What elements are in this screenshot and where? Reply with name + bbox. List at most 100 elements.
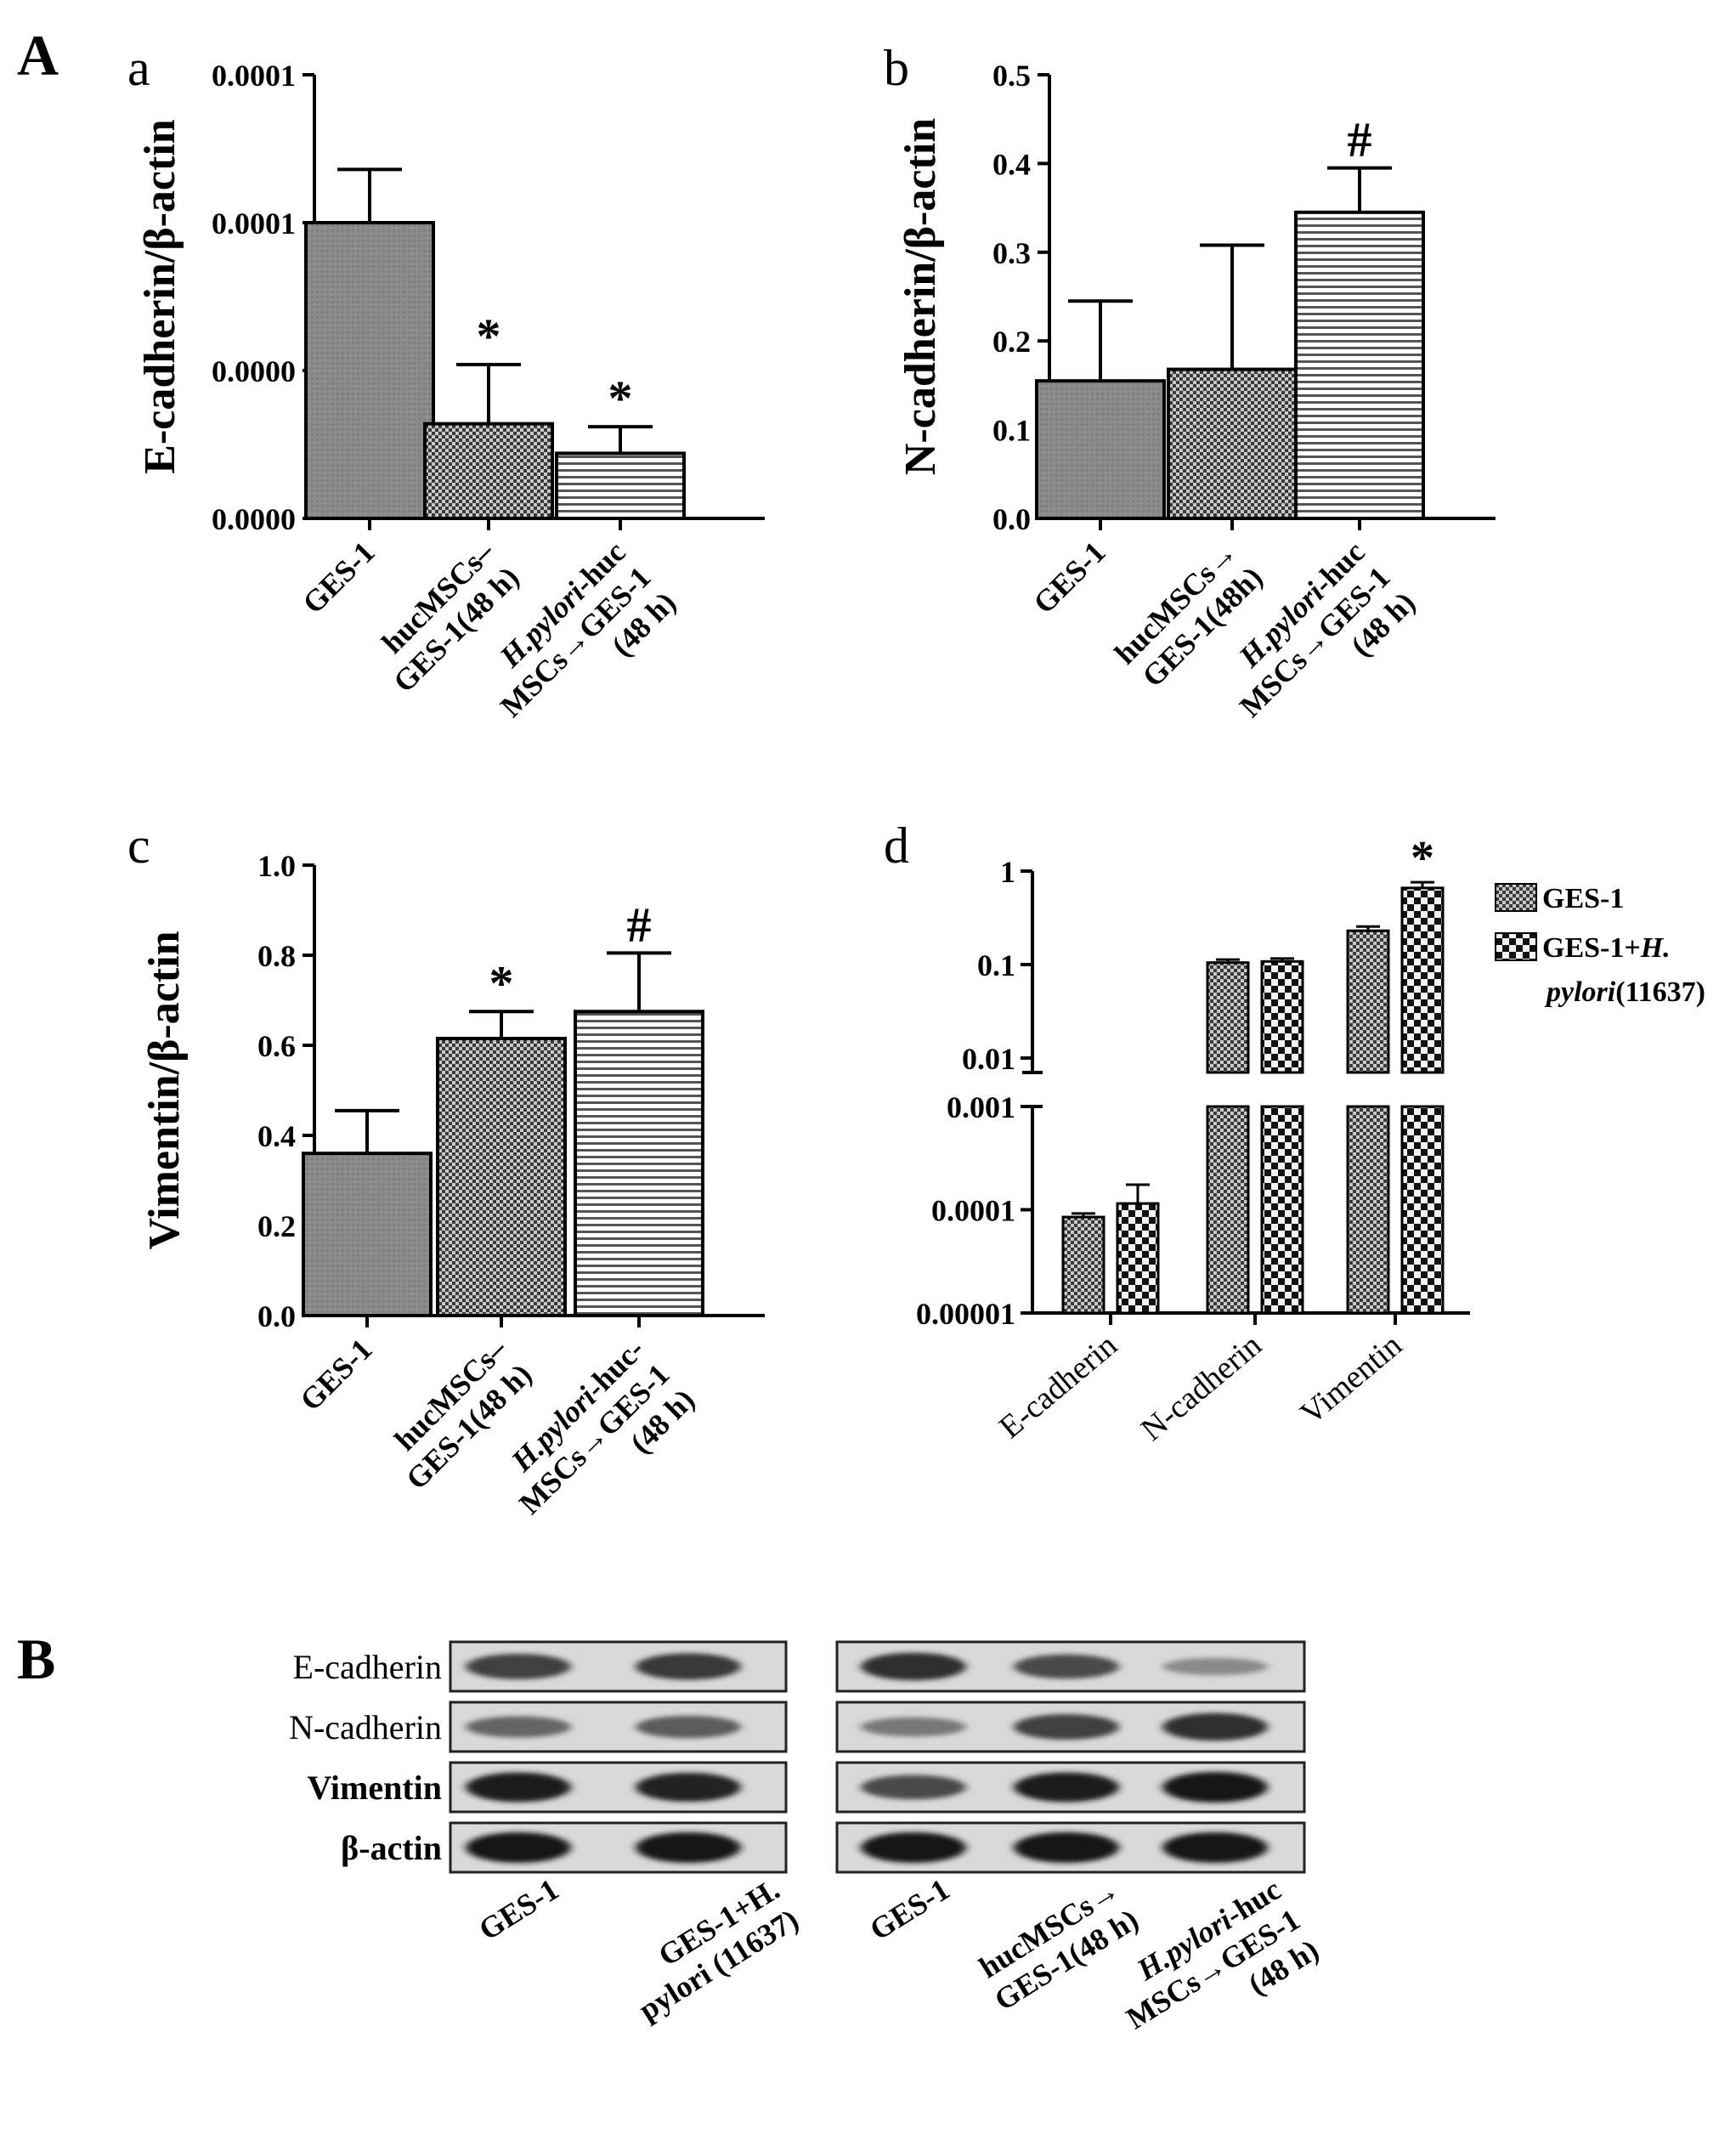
bar — [555, 451, 686, 520]
blot-band — [1162, 1832, 1268, 1863]
chart-e-cadherin: 0.0000 0.0000 0.0001 0.0001 E-cadherin/β-act… — [136, 59, 765, 723]
y-tick-label: 0.5 — [992, 59, 1031, 93]
bar-lower-segment — [1346, 1105, 1390, 1315]
bar-lower-segment — [1206, 1105, 1250, 1315]
blot-band — [861, 1832, 966, 1863]
chart-log-expression: 0.00001 0.0001 0.001 0.01 0.1 1 E-cadherin N-ca… — [916, 832, 1470, 1448]
category-label: GES-1 — [293, 1332, 378, 1417]
y-tick-label: 0.6 — [257, 1029, 296, 1063]
blot-row-label: E-cadherin — [293, 1648, 442, 1686]
y-tick-label: 0.8 — [257, 939, 296, 973]
subpanel-c-letter: c — [127, 818, 150, 874]
blot-lane-label: H.pylori-hucMSCs→GES-1(48 h) — [1101, 1872, 1324, 2066]
category-label-line: GES-1 — [296, 535, 381, 620]
y-axis-label: Vimentin/β-actin — [140, 931, 189, 1249]
y-tick-label: 0.0000 — [212, 354, 296, 388]
y-tick-label: 0.0 — [257, 1299, 296, 1333]
blot-band — [466, 1654, 571, 1679]
blot-band — [1014, 1654, 1119, 1679]
bar — [1260, 959, 1304, 1074]
y-tick-label: 0.1 — [992, 414, 1031, 448]
significance-marker: * — [489, 955, 514, 1010]
blot-band — [466, 1716, 571, 1738]
significance-marker: * — [477, 308, 501, 364]
bar — [302, 1152, 433, 1317]
y-tick-label: 0.2 — [992, 325, 1031, 359]
blot-band — [861, 1717, 966, 1737]
legend-label-hpylori-line2: pylori(11637) — [1544, 976, 1705, 1008]
blot-lane-label: hucMSCs→GES-1(48 h) — [970, 1872, 1144, 2018]
blot-row-label: β-actin — [341, 1829, 442, 1867]
bar — [1346, 929, 1390, 1074]
bar-lower-segment — [1260, 1105, 1304, 1315]
blot-band — [1162, 1712, 1268, 1741]
y-tick-label: 1 — [1000, 855, 1015, 889]
legend-swatch-ges1 — [1495, 883, 1537, 912]
y-tick-label: 1.0 — [257, 849, 296, 883]
y-tick-label: 0.3 — [992, 236, 1031, 270]
blot-lane-label: GES-1+H.pylori (11637) — [614, 1872, 804, 2027]
subpanel-d-letter: d — [884, 818, 909, 874]
subpanel-b-letter: b — [884, 40, 909, 96]
y-tick-label: 0.0000 — [212, 502, 296, 536]
y-tick-label: 0.1 — [977, 948, 1015, 982]
category-label: E-cadherin — [992, 1327, 1124, 1446]
category-label: hucMSCs–GES-1(48 h) — [374, 1332, 539, 1497]
significance-marker: # — [627, 897, 652, 952]
blot-band — [861, 1774, 966, 1800]
legend-label-ges1: GES-1 — [1542, 883, 1624, 914]
bar — [1035, 379, 1166, 520]
y-tick-label: 0.0001 — [931, 1194, 1015, 1228]
significance-marker: * — [608, 371, 633, 426]
blot-row-label: N-cadherin — [289, 1708, 442, 1746]
bar — [1294, 210, 1425, 520]
blot-band — [466, 1832, 571, 1863]
y-tick-label: 0.0001 — [212, 207, 296, 241]
category-label-line: GES-1 — [1026, 535, 1111, 620]
blot-band — [861, 1652, 966, 1681]
category-label: Vimentin — [1294, 1327, 1409, 1432]
y-axis-label: E-cadherin/β-actin — [136, 119, 184, 473]
blot-band — [636, 1772, 741, 1803]
bar — [1061, 1215, 1105, 1315]
blot-band — [1014, 1714, 1119, 1740]
blot-band — [1014, 1832, 1119, 1863]
bar — [304, 221, 435, 520]
y-tick-label: 0.0 — [992, 502, 1031, 536]
bar — [574, 1010, 704, 1317]
y-tick-label: 0.4 — [257, 1119, 296, 1153]
bar — [1116, 1202, 1160, 1315]
y-tick-label: 0.2 — [257, 1209, 296, 1243]
panel-B-label: B — [17, 1627, 55, 1691]
bar — [1400, 886, 1445, 1074]
blot-lane-label-line: GES-1 — [864, 1872, 956, 1947]
y-tick-label: 0.0001 — [212, 59, 296, 93]
legend-swatch-hpylori — [1495, 932, 1537, 961]
y-tick-label: 0.4 — [992, 147, 1031, 181]
western-blot: E-cadherin N-cadherin Vimentin β-actin GES-1… — [289, 1640, 1325, 2066]
panel-A-label: A — [17, 23, 59, 88]
legend: GES-1 GES-1+H. pylori(11637) — [1495, 883, 1705, 1008]
significance-marker: # — [1348, 112, 1372, 167]
bar-lower-segment — [1400, 1105, 1445, 1315]
chart-vimentin: 0.0 0.2 0.4 0.6 0.8 1.0 Vimentin/β-actin GES-1 *… — [140, 849, 765, 1520]
y-axis-label: N-cadherin/β-actin — [896, 118, 945, 475]
blot-band — [636, 1715, 741, 1739]
blot-band — [1162, 1772, 1268, 1803]
significance-marker: * — [1411, 832, 1434, 885]
blot-row-label: Vimentin — [307, 1769, 442, 1807]
category-label: hucMSCs→GES-1(48h) — [1108, 535, 1269, 696]
category-label-line: GES-1 — [293, 1332, 378, 1417]
blot-lane-label: GES-1 — [864, 1872, 956, 1947]
blot-lane-label: GES-1 — [473, 1872, 565, 1947]
category-label: GES-1 — [296, 535, 381, 620]
bar — [423, 422, 554, 521]
blot-band — [636, 1653, 741, 1680]
subpanel-a-letter: a — [127, 40, 150, 96]
y-tick-label: 0.01 — [962, 1042, 1015, 1076]
category-label: GES-1 — [1026, 535, 1111, 620]
y-tick-label: 0.001 — [947, 1090, 1015, 1124]
blot-band — [1014, 1772, 1119, 1803]
blot-band — [466, 1772, 571, 1803]
